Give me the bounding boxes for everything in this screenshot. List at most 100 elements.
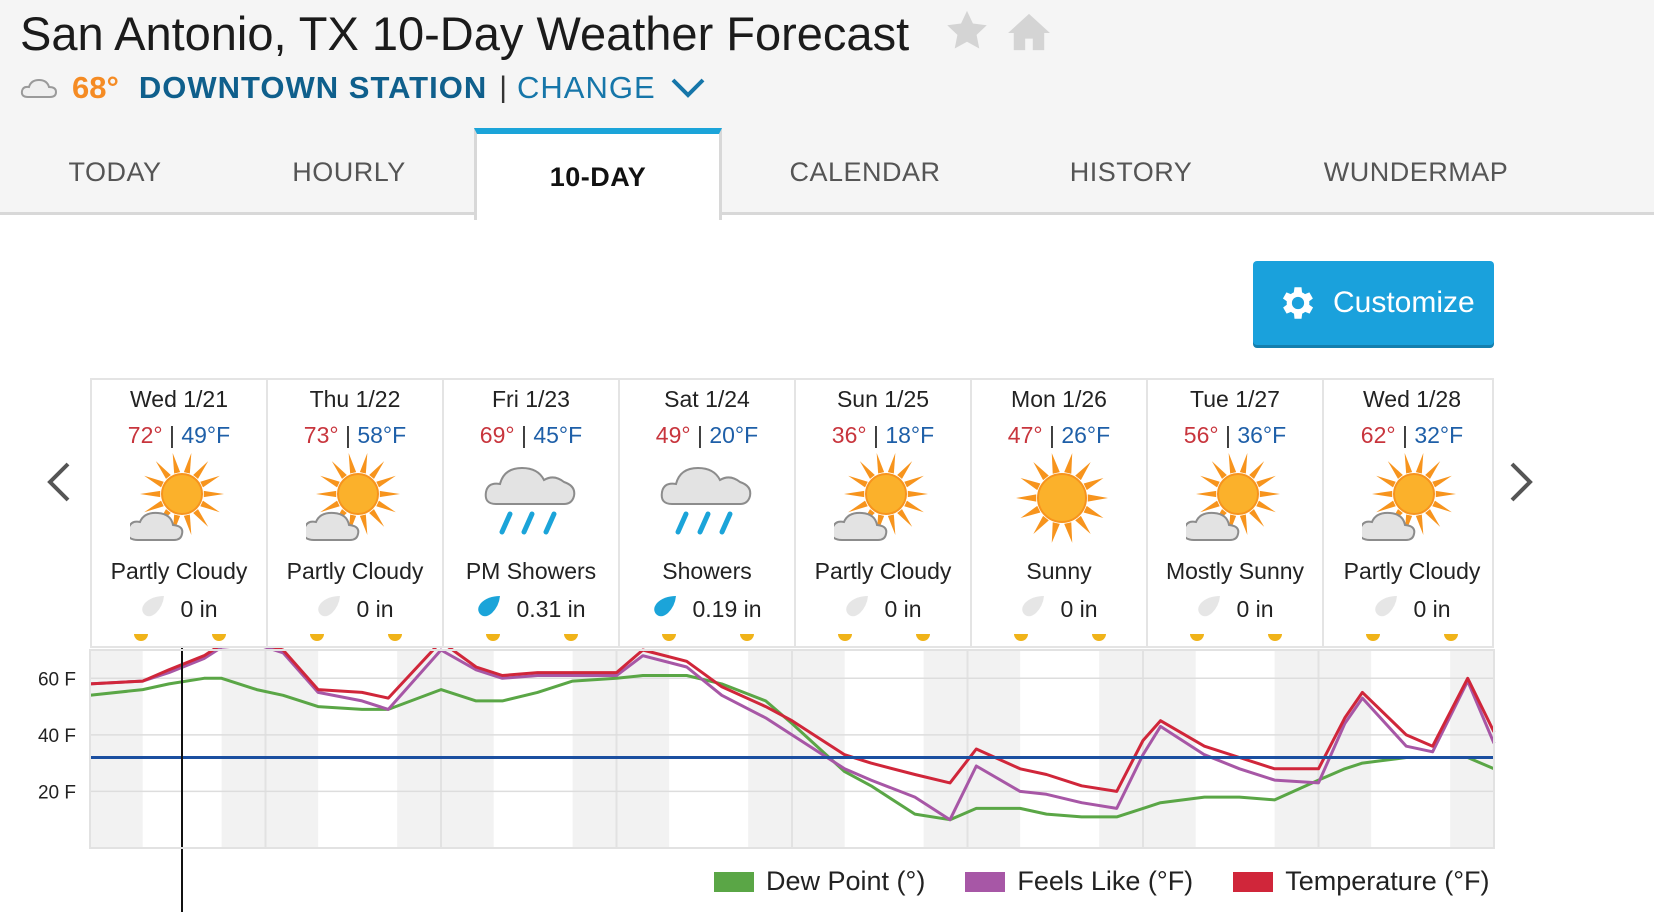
low-temp: 26°F [1061,422,1111,448]
tab-wundermap[interactable]: WUNDERMAP [1323,157,1509,187]
day-condition: Partly Cloudy [1343,558,1481,584]
high-temp: 49° [655,422,691,448]
sunset-icon [388,634,402,641]
customize-label: Customize [1333,286,1475,319]
tab-10-day[interactable]: 10-DAY [474,128,722,220]
day-temperatures: 62° | 32°F [1324,422,1500,449]
legend-label: Dew Point (°) [766,866,926,896]
night-band [90,650,143,848]
precip-amount: 0 in [356,595,394,622]
high-temp: 47° [1007,422,1043,448]
legend-swatch [714,871,754,892]
day-temperatures: 47° | 26°F [972,422,1146,449]
night-band [1274,650,1319,848]
sunrise-icon [1190,634,1204,641]
day-temperatures: 49° | 20°F [620,422,794,449]
day-column[interactable]: Wed 1/28 62° | 32°F Partly Cloudy 0 in [1324,380,1500,646]
night-band [221,650,266,848]
sunrise-icon [310,634,324,641]
temp-separator: | [1048,422,1062,448]
series-line [89,648,1496,793]
low-temp: 20°F [709,422,759,448]
day-date: Mon 1/26 [1011,386,1107,412]
star-icon[interactable] [944,8,990,54]
legend-label: Feels Like (°F) [1017,866,1194,896]
series-line [89,648,1496,822]
home-icon[interactable] [1006,12,1052,52]
legend-feels-like[interactable]: Feels Like (°F) [965,866,1193,897]
low-temp: 49°F [181,422,231,448]
tab-today[interactable]: TODAY [68,157,162,187]
day-condition: PM Showers [465,558,597,584]
sunset-icon [1268,634,1282,641]
next-arrow-icon[interactable] [1508,460,1536,504]
chevron-down-icon[interactable] [670,76,706,100]
day-column[interactable]: Sun 1/25 36° | 18°F Partly Cloudy 0 in [796,380,972,646]
legend-dew-point[interactable]: Dew Point (°) [714,866,925,897]
cloudy-icon [20,78,58,98]
high-temp: 62° [1360,422,1396,448]
precip-amount: 0.31 in [516,595,586,622]
rain-cloud-icon [482,452,582,557]
partly-cloudy-icon [1358,452,1462,557]
temp-separator: | [872,422,886,448]
day-column[interactable]: Tue 1/27 56° | 36°F Mostly Sunny 0 in [1148,380,1324,646]
sunset-icon [1092,634,1106,641]
temp-separator: | [1401,422,1415,448]
precip-amount: 0 in [884,595,922,622]
tab-history[interactable]: HISTORY [1069,157,1193,187]
day-temperatures: 72° | 49°F [92,422,266,449]
previous-arrow-icon[interactable] [44,460,72,504]
day-column[interactable]: Wed 1/21 72° | 49°F Partly Cloudy 0 in [92,380,268,646]
change-station-link[interactable]: CHANGE [517,70,656,105]
tab-calendar[interactable]: CALENDAR [789,157,941,187]
customize-button[interactable]: Customize [1253,261,1494,345]
day-temperatures: 69° | 45°F [444,422,618,449]
night-band [1450,650,1494,848]
night-band [1318,650,1372,848]
day-precipitation: 0 in [268,594,442,624]
high-temp: 36° [831,422,867,448]
rain-drop-icon [476,594,516,624]
partly-cloudy-icon [1182,452,1286,557]
night-band [441,650,494,848]
tab-hourly[interactable]: HOURLY [292,157,406,187]
legend-temperature[interactable]: Temperature (°F) [1233,866,1490,897]
day-precipitation: 0 in [796,594,970,624]
legend-label: Temperature (°F) [1285,866,1490,896]
night-band [748,650,792,848]
sunset-icon [740,634,754,641]
day-condition: Partly Cloudy [110,558,248,584]
precip-amount: 0 in [1060,595,1098,622]
temp-separator: | [520,422,534,448]
day-column[interactable]: Fri 1/23 69° | 45°F PM Showers 0.31 in [444,380,620,646]
day-precipitation: 0 in [1324,594,1500,624]
day-date: Sun 1/25 [836,386,930,412]
partly-cloudy-icon [830,452,934,557]
station-row: 68° DOWNTOWN STATION | CHANGE [20,68,706,108]
day-date: Tue 1/27 [1190,386,1280,412]
day-date: Wed 1/28 [1362,386,1462,412]
precip-amount: 0 in [1236,595,1274,622]
day-date: Thu 1/22 [309,386,401,412]
day-precipitation: 0.19 in [620,594,794,624]
y-tick-label: 60 F [38,669,76,690]
low-temp: 58°F [357,422,407,448]
sunrise-icon [134,634,148,641]
gear-icon [1282,287,1314,319]
forecast-days: Wed 1/21 72° | 49°F Partly Cloudy 0 in T… [90,378,1494,648]
day-column[interactable]: Thu 1/22 73° | 58°F Partly Cloudy 0 in [268,380,444,646]
day-date: Wed 1/21 [129,386,229,412]
night-band [397,650,441,848]
series-line [89,674,1495,822]
temp-separator: | [168,422,182,448]
precip-amount: 0 in [1413,595,1451,622]
day-precipitation: 0.31 in [444,594,618,624]
day-column[interactable]: Mon 1/26 47° | 26°F Sunny 0 in [972,380,1148,646]
day-condition: Partly Cloudy [814,558,952,584]
day-column[interactable]: Sat 1/24 49° | 20°F Showers 0.19 in [620,380,796,646]
plot-border [89,649,1495,849]
low-temp: 45°F [533,422,583,448]
day-precipitation: 0 in [1148,594,1322,624]
station-name[interactable]: DOWNTOWN STATION [138,70,488,105]
